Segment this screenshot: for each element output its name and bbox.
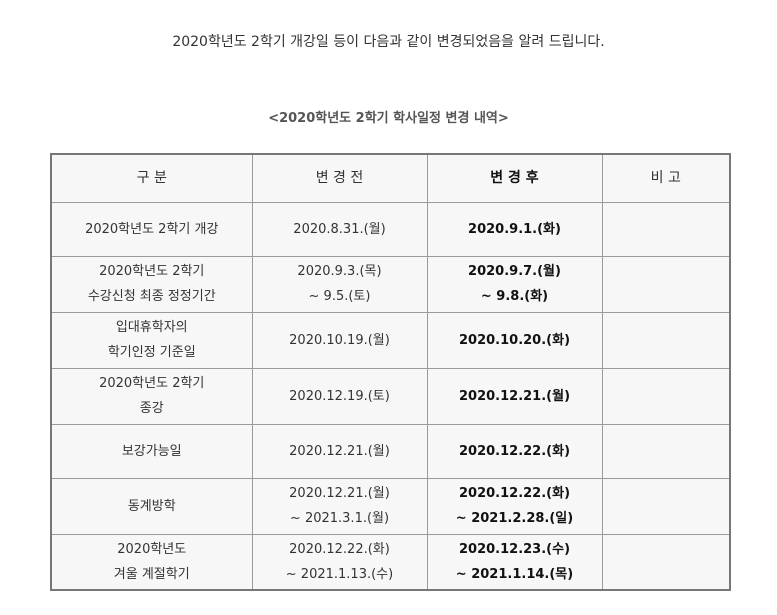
schedule-change-table: 구 분 변 경 전 변 경 후 비 고 2020학년도 2학기 개강 2020.8… [50,153,731,591]
category-cell: 2020학년도 2학기 개강 [50,201,253,257]
after-cell: 2020.12.22.(화) [426,423,603,479]
before-cell: 2020.8.31.(월) [251,201,428,257]
after-text: 2020.12.23.(수) [458,541,571,557]
before-text: ~ 2021.1.13.(수) [285,566,394,582]
before-text: 2020.12.21.(월) [289,443,390,459]
header-before: 변 경 전 [251,153,428,203]
table-header-row: 구 분 변 경 전 변 경 후 비 고 [50,153,731,203]
category-text: 2020학년도 [117,541,187,557]
before-cell: 2020.12.21.(월) ~ 2021.3.1.(월) [251,477,428,535]
before-text: 2020.8.31.(월) [293,221,386,237]
before-text: ~ 9.5.(토) [308,289,371,304]
after-text: 2020.9.1.(화) [468,221,561,237]
category-text: 2020학년도 2학기 [99,376,205,391]
category-text: 종강 [139,401,164,416]
before-text: 2020.12.22.(화) [289,541,390,557]
category-cell: 동계방학 [50,477,253,535]
note-cell [601,201,731,257]
notice-intro: 2020학년도 2학기 개강일 등이 다음과 같이 변경되었음을 알려 드립니다… [172,34,605,50]
before-cell: 2020.10.19.(월) [251,311,428,369]
before-cell: 2020.12.22.(화) ~ 2021.1.13.(수) [251,533,428,591]
schedule-subtitle: <2020학년도 2학기 학사일정 변경 내역> [268,111,509,126]
before-cell: 2020.12.21.(월) [251,423,428,479]
table-body: 2020학년도 2학기 개강 2020.8.31.(월) 2020.9.1.(화) 2… [50,201,731,591]
after-cell: 2020.12.21.(월) [426,367,603,425]
before-cell: 2020.12.19.(토) [251,367,428,425]
header-note: 비 고 [601,153,731,203]
table-row: 동계방학 2020.12.21.(월) ~ 2021.3.1.(월) 2020.12.… [50,477,731,535]
after-text: ~ 2021.2.28.(일) [455,511,574,526]
after-cell: 2020.10.20.(화) [426,311,603,369]
note-cell [601,367,731,425]
after-cell: 2020.12.23.(수) ~ 2021.1.14.(목) [426,533,603,591]
after-text: 2020.12.21.(월) [458,388,571,404]
after-text: 2020.9.7.(월) [468,264,561,279]
note-cell [601,255,731,313]
after-text: ~ 2021.1.14.(목) [455,566,574,582]
category-text: 학기인정 기준일 [107,345,196,360]
note-cell [601,311,731,369]
note-cell [601,423,731,479]
before-text: ~ 2021.3.1.(월) [289,511,390,526]
table-row: 보강가능일 2020.12.21.(월) 2020.12.22.(화) [50,423,731,479]
category-text: 입대휴학자의 [115,320,188,335]
after-text: 2020.12.22.(화) [458,486,571,501]
note-cell [601,533,731,591]
note-cell [601,477,731,535]
category-text: 겨울 계절학기 [113,566,190,582]
after-cell: 2020.12.22.(화) ~ 2021.2.28.(일) [426,477,603,535]
after-cell: 2020.9.1.(화) [426,201,603,257]
header-category: 구 분 [50,153,253,203]
before-cell: 2020.9.3.(목) ~ 9.5.(토) [251,255,428,313]
category-cell: 보강가능일 [50,423,253,479]
category-text: 보강가능일 [121,443,182,459]
before-text: 2020.10.19.(월) [289,332,390,348]
category-text: 2020학년도 2학기 [99,264,205,279]
category-text: 2020학년도 2학기 개강 [85,221,219,237]
category-text: 동계방학 [127,498,176,514]
after-text: 2020.12.22.(화) [458,443,571,459]
table-row: 2020학년도 2학기 개강 2020.8.31.(월) 2020.9.1.(화) [50,201,731,257]
after-cell: 2020.9.7.(월) ~ 9.8.(화) [426,255,603,313]
before-text: 2020.12.21.(월) [289,486,390,501]
category-text: 수강신청 최종 정정기간 [87,289,216,304]
before-text: 2020.9.3.(목) [297,264,382,279]
header-after: 변 경 후 [426,153,603,203]
before-text: 2020.12.19.(토) [289,388,390,404]
after-text: 2020.10.20.(화) [458,332,571,348]
after-text: ~ 9.8.(화) [480,289,549,304]
